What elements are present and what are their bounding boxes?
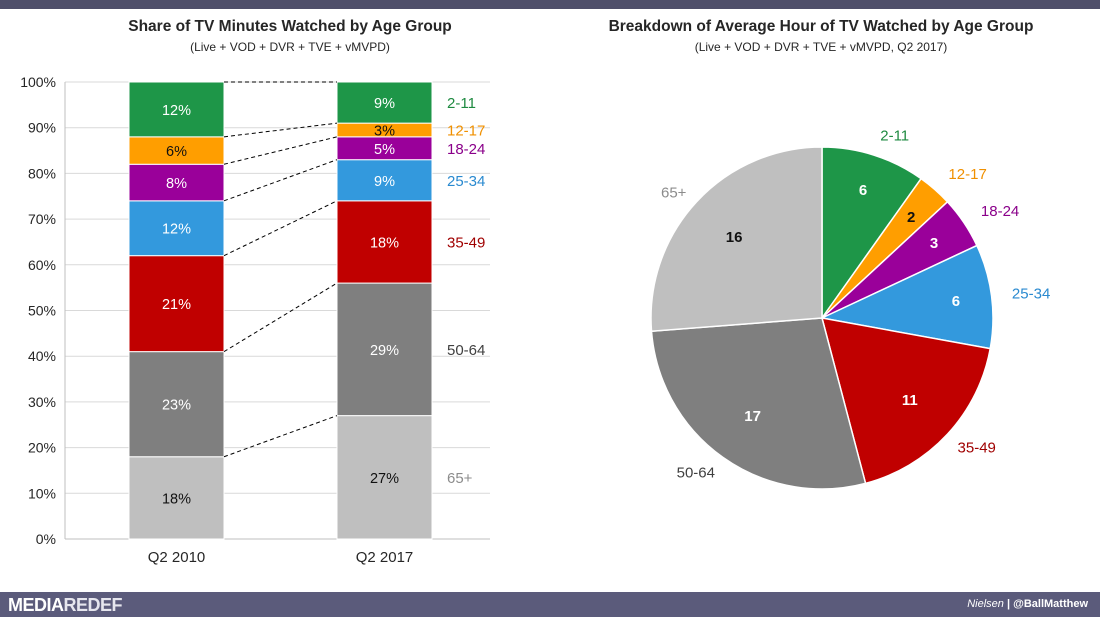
connector-line: [223, 200, 338, 257]
pie-chart: 6 2-11 2 12-17 3 18-24 6 25-34 11 35-49 17 50-64 16 6…: [650, 128, 1050, 490]
legend-label-35-49: 35-49: [447, 234, 485, 251]
pie-value-label: 11: [902, 392, 918, 409]
bar-segment-12-17-q2-2010: [128, 136, 225, 165]
bar-segment-65-q2-2017: [336, 415, 433, 540]
pie-value-label: 2: [907, 209, 915, 226]
legend-label-50-64: 50-64: [447, 342, 485, 359]
bar-segment-65-q2-2010: [128, 456, 225, 540]
legend-label-18-24: 18-24: [447, 141, 485, 158]
pie-value-label: 6: [952, 293, 960, 310]
bar-data-label: 12%: [162, 103, 191, 119]
y-tick-label: 90%: [28, 120, 56, 136]
pie-value-label: 6: [859, 182, 867, 199]
pie-category-label-2-11: 2-11: [880, 128, 909, 145]
top-banner: [0, 0, 1100, 9]
credit-separator: |: [1006, 598, 1011, 610]
bar-data-label: 27%: [370, 471, 399, 487]
x-tick-label: Q2 2017: [356, 549, 414, 566]
mediaredef-logo: MEDIAREDEF: [8, 595, 123, 616]
pie-category-label-12-17: 12-17: [948, 166, 986, 183]
bar-segment-2-11-q2-2017: [336, 81, 433, 124]
bar-data-label: 23%: [162, 398, 191, 414]
pie-value-label: 17: [744, 408, 761, 425]
bar-data-label: 9%: [374, 96, 395, 112]
logo-media-text: MEDIA: [8, 595, 64, 615]
pie-value-label: 16: [726, 229, 743, 246]
connector-line: [223, 282, 338, 353]
bar-segment-2-11-q2-2010: [128, 81, 225, 138]
bar-data-label: 12%: [162, 222, 191, 238]
bar-segment-35-49-q2-2010: [128, 255, 225, 353]
legend-label-25-34: 25-34: [447, 173, 485, 190]
bar-segment-25-34-q2-2010: [128, 200, 225, 257]
y-tick-label: 70%: [28, 211, 56, 227]
connector-line: [223, 122, 338, 138]
bar-data-label: 8%: [166, 176, 187, 192]
bar-chart-title: Share of TV Minutes Watched by Age Group: [128, 18, 452, 35]
pie-category-label-50-64: 50-64: [677, 465, 715, 482]
stacked-bar-chart: 0% 10% 20% 30% 40% 50% 60% 70% 80% 90% 100% 18% 27% 2…: [20, 74, 490, 566]
bar-data-label: 29%: [370, 343, 399, 359]
connector-line: [223, 136, 338, 165]
y-tick-label: 80%: [28, 165, 56, 181]
source-name: Nielsen: [967, 598, 1004, 610]
bar-segment-35-49-q2-2017: [336, 200, 433, 284]
pie-category-label-18-24: 18-24: [981, 203, 1019, 220]
footer-bar: MEDIAREDEF Nielsen | @BallMatthew: [0, 592, 1100, 617]
pie-category-label-65: 65+: [661, 185, 687, 202]
connector-line: [223, 415, 338, 458]
bar-data-label: 9%: [374, 174, 395, 190]
bar-data-label: 6%: [166, 144, 187, 160]
logo-redef-text: REDEF: [63, 595, 123, 615]
legend-label-2-11: 2-11: [447, 95, 476, 112]
bar-segment-25-34-q2-2017: [336, 159, 433, 202]
pie-slice-35-49: [820, 317, 992, 485]
x-tick-label: Q2 2010: [148, 549, 206, 566]
y-tick-label: 20%: [28, 440, 56, 456]
pie-slice-25-34: [819, 244, 994, 350]
legend-label-65: 65+: [447, 470, 473, 487]
y-tick-label: 40%: [28, 348, 56, 364]
bar-segment-50-64-q2-2017: [336, 282, 433, 417]
pie-slice-2-11: [821, 146, 923, 321]
bar-chart-subtitle: (Live + VOD + DVR + TVE + vMVPD): [190, 40, 390, 54]
bar-data-label: 5%: [374, 142, 395, 158]
y-tick-label: 50%: [28, 303, 56, 319]
pie-chart-subtitle: (Live + VOD + DVR + TVE + vMVPD, Q2 2017…: [694, 40, 948, 54]
pie-slice-50-64: [650, 317, 867, 490]
y-tick-label: 60%: [28, 257, 56, 273]
y-tick-label: 100%: [20, 74, 56, 90]
bar-segment-50-64-q2-2010: [128, 351, 225, 458]
pie-category-label-35-49: 35-49: [958, 439, 996, 456]
bar-data-label: 3%: [374, 123, 395, 139]
source-credit: Nielsen | @BallMatthew: [967, 598, 1088, 610]
bar-data-label: 21%: [162, 297, 191, 313]
pie-slice-65: [650, 146, 823, 333]
connector-line: [223, 159, 338, 202]
y-tick-label: 0%: [36, 531, 56, 547]
pie-chart-title: Breakdown of Average Hour of TV Watched …: [608, 18, 1034, 35]
pie-value-label: 3: [930, 235, 938, 252]
legend-label-12-17: 12-17: [447, 122, 485, 139]
y-tick-label: 30%: [28, 394, 56, 410]
bar-data-label: 18%: [162, 491, 191, 507]
bar-data-label: 18%: [370, 235, 399, 251]
bar-segment-18-24-q2-2010: [128, 163, 225, 202]
y-tick-label: 10%: [28, 485, 56, 501]
author-handle: @BallMatthew: [1013, 598, 1088, 610]
pie-category-label-25-34: 25-34: [1012, 285, 1050, 302]
